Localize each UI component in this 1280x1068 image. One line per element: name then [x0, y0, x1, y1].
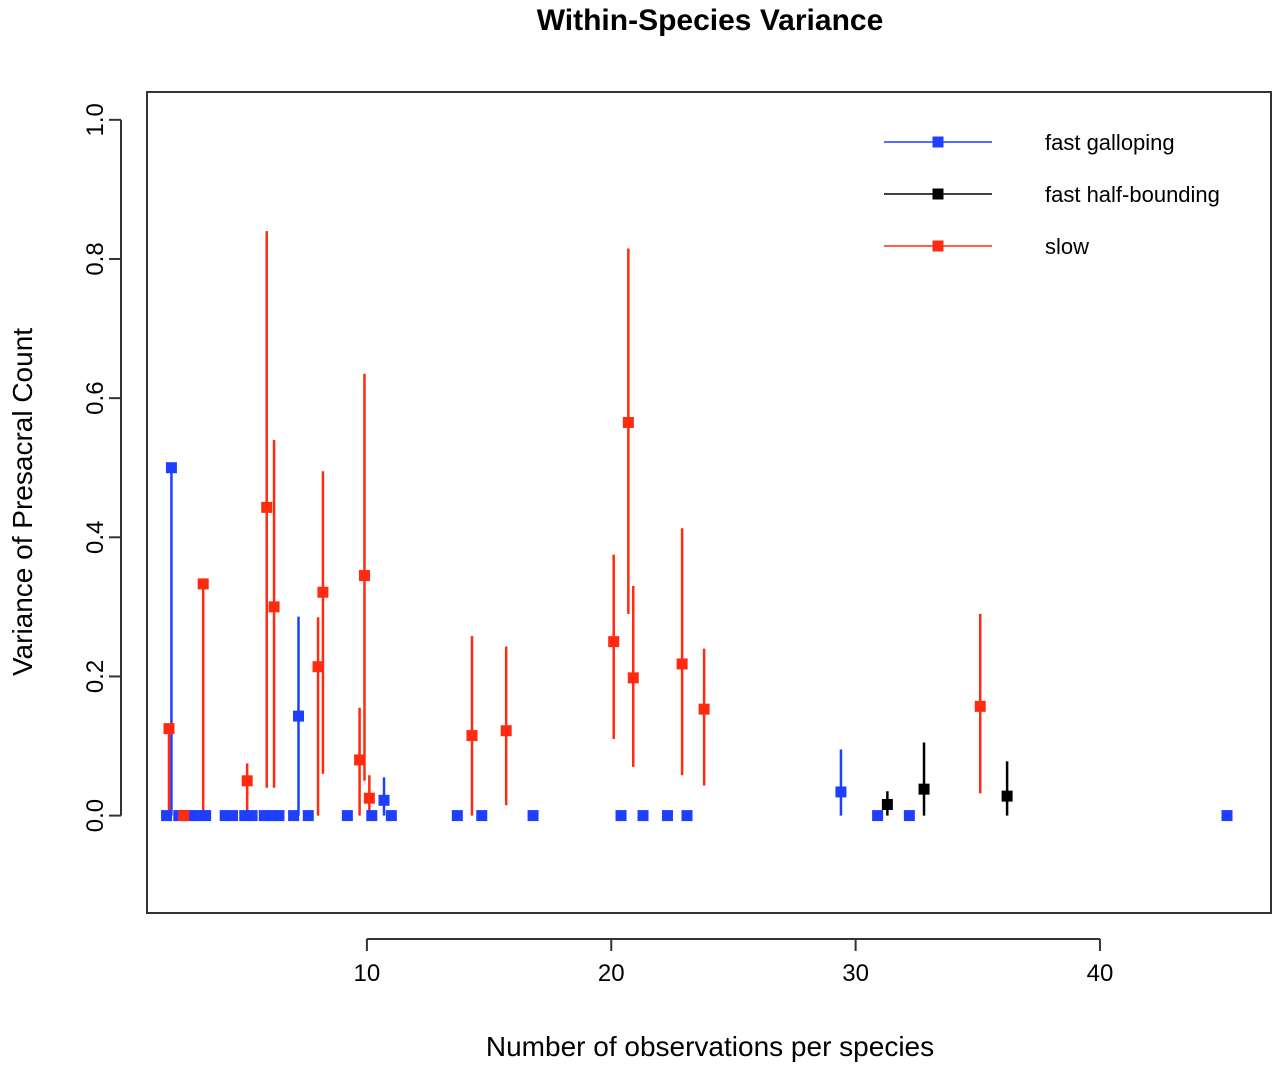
- y-tick-label: 1.0: [82, 103, 109, 136]
- data-point: [903, 810, 915, 822]
- data-point: [1221, 810, 1233, 822]
- data-point: [292, 710, 304, 722]
- x-tick-label: 40: [1087, 960, 1114, 987]
- data-point: [163, 723, 175, 735]
- data-point: [918, 783, 930, 795]
- y-tick-label: 0.0: [82, 799, 109, 832]
- data-point: [161, 810, 173, 822]
- y-axis-label: Variance of Presacral Count: [7, 328, 38, 676]
- data-point: [698, 703, 710, 715]
- data-point: [385, 810, 397, 822]
- data-point: [676, 658, 688, 670]
- data-point: [366, 810, 378, 822]
- data-point: [1001, 790, 1013, 802]
- data-point: [317, 586, 329, 598]
- legend-marker: [932, 136, 944, 148]
- legend-label: fast half-bounding: [1045, 182, 1220, 207]
- data-point: [266, 810, 278, 822]
- data-point: [615, 810, 627, 822]
- data-point: [239, 810, 251, 822]
- legend-marker: [932, 188, 944, 200]
- data-point: [661, 810, 673, 822]
- data-point: [273, 810, 285, 822]
- data-point: [302, 810, 314, 822]
- data-point: [500, 725, 512, 737]
- data-point: [835, 786, 847, 798]
- x-axis-label: Number of observations per species: [486, 1031, 934, 1062]
- data-point: [872, 810, 884, 822]
- data-points: [161, 416, 1233, 822]
- y-tick-label: 0.4: [82, 521, 109, 554]
- data-point: [476, 810, 488, 822]
- data-point: [681, 810, 693, 822]
- data-point: [341, 810, 353, 822]
- data-point: [197, 578, 209, 590]
- data-point: [881, 798, 893, 810]
- data-point: [974, 700, 986, 712]
- data-point: [312, 661, 324, 673]
- data-point: [200, 810, 212, 822]
- data-point: [527, 810, 539, 822]
- data-point: [358, 570, 370, 582]
- x-tick-label: 30: [842, 960, 869, 987]
- legend-marker: [932, 240, 944, 252]
- data-point: [378, 794, 390, 806]
- data-point: [622, 416, 634, 428]
- y-tick-label: 0.6: [82, 381, 109, 414]
- data-point: [258, 810, 270, 822]
- y-axis: 0.0 0.2 0.4 0.6 0.8 1.0: [82, 103, 122, 832]
- x-axis: 10 20 30 40: [354, 938, 1114, 987]
- chart-title: Within-Species Variance: [537, 4, 884, 37]
- data-point: [451, 810, 463, 822]
- y-tick-label: 0.8: [82, 242, 109, 275]
- data-point: [246, 810, 258, 822]
- data-point: [466, 730, 478, 742]
- data-point: [608, 636, 620, 648]
- data-point: [354, 754, 366, 766]
- data-point: [178, 810, 190, 822]
- data-point: [219, 810, 231, 822]
- data-point: [190, 810, 202, 822]
- legend-label: slow: [1045, 234, 1089, 259]
- data-point: [268, 601, 280, 613]
- data-point: [637, 810, 649, 822]
- data-point: [288, 810, 300, 822]
- data-point: [165, 462, 177, 474]
- data-point: [363, 792, 375, 804]
- data-point: [241, 775, 253, 787]
- error-bars: [167, 231, 1009, 816]
- x-tick-label: 20: [598, 960, 625, 987]
- legend: fast galloping fast half-bounding slow: [884, 130, 1220, 259]
- legend-label: fast galloping: [1045, 130, 1175, 155]
- x-tick-label: 10: [354, 960, 381, 987]
- plot-area: [146, 91, 1272, 914]
- y-tick-label: 0.2: [82, 660, 109, 693]
- data-point: [627, 672, 639, 684]
- data-point: [261, 501, 273, 513]
- data-point: [227, 810, 239, 822]
